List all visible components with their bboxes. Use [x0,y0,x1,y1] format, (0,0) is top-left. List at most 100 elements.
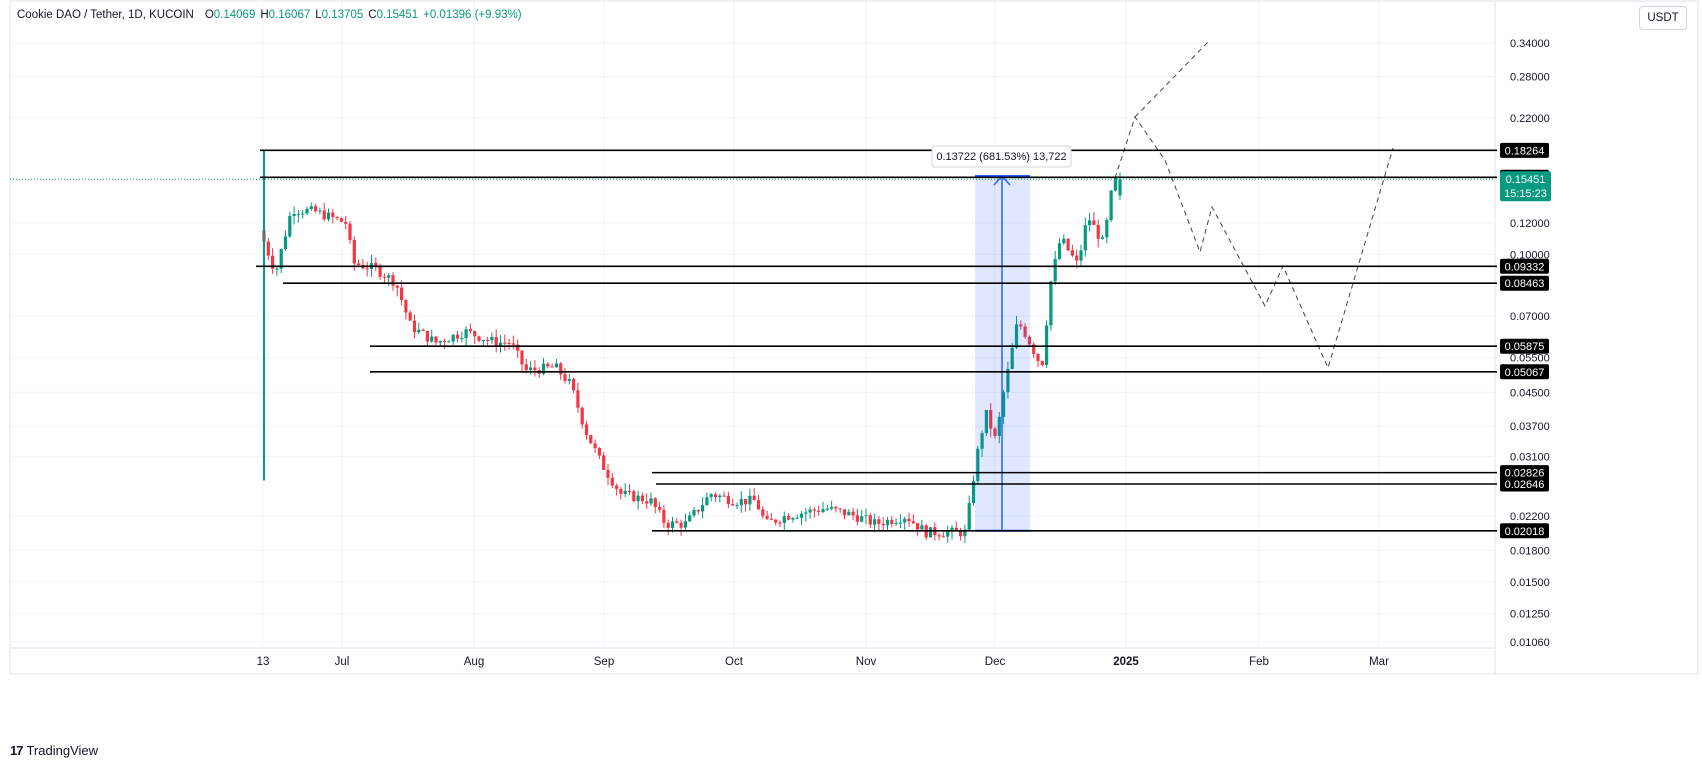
candle-body [524,364,528,371]
y-tick-label: 0.12000 [1510,218,1550,230]
candle-body [683,521,687,528]
candle-body [563,374,567,381]
candle-body [335,217,339,219]
candle-body [503,342,507,344]
measure-arrow-head [993,174,1011,186]
candle-body [314,206,318,212]
candle-body [339,218,343,222]
candle-body [855,515,859,522]
candle-body [873,519,877,525]
measure-label-box [931,145,1072,168]
candle-body [885,519,890,526]
candle-body [460,338,464,340]
candle-body [619,488,623,494]
candle-body [769,518,773,520]
candle-body [821,509,825,513]
candle-body [322,210,326,220]
candle-body [1036,353,1040,362]
candle-body [301,213,305,215]
candle-body [838,508,842,510]
candle-body [326,212,331,220]
level-price-tag [1500,275,1549,291]
countdown-label: 15:15:23 [1504,188,1547,200]
candle-body [589,435,593,444]
candle-body [898,522,902,524]
candle-body [481,340,485,342]
candle-body [1053,258,1057,282]
candle-body [701,505,705,512]
brand-name: TradingView [26,743,99,758]
candle-body [868,515,872,525]
candle-body [1109,190,1113,221]
y-tick-label: 0.28000 [1510,72,1550,84]
candle-body [494,337,498,347]
level-price-tag [1500,142,1549,158]
candle-body [954,527,958,531]
candle-body [834,506,838,509]
level-price-label: 0.09332 [1505,261,1545,273]
candle-body [498,342,503,347]
candle-body [473,330,477,337]
candle-body [382,276,386,278]
last-price-tag [1500,171,1551,202]
y-tick-label: 0.10000 [1510,249,1550,261]
candle-body [477,336,481,341]
candle-body [468,329,472,331]
candle-body [739,499,743,506]
candle-body [920,525,924,530]
chart-frame [9,0,1699,675]
candle-body [288,215,292,237]
level-price-label: 0.18264 [1505,145,1545,157]
close-label: C [368,9,377,21]
low-label: L [315,9,322,21]
candle-body [756,500,761,510]
candle-body [744,499,748,505]
candle-body [782,516,786,523]
candle-body [1002,392,1006,417]
candle-body [860,516,864,522]
x-tick-label: Oct [725,656,744,668]
candle-body [627,490,632,492]
candle-body [722,495,726,497]
candle-body [331,212,335,218]
candle-body [963,529,967,537]
candle-body [623,490,627,494]
candle-body [1006,368,1010,393]
low-value: 0.13705 [321,9,364,21]
candle-body [649,498,653,504]
x-tick-label: 2025 [1113,656,1139,668]
candle-body [989,409,993,429]
y-tick-label: 0.05500 [1510,353,1550,365]
candle-body [812,509,816,511]
projection-path-1 [1114,115,1394,370]
candle-body [378,266,382,277]
currency-button[interactable]: USDT [1639,6,1687,30]
candle-body [365,268,369,270]
candle-body [606,469,610,478]
candle-body [632,491,636,502]
candle-body [305,208,309,214]
candle-body [1040,361,1044,366]
candle-body [554,363,558,368]
projection-path-2 [1134,39,1211,118]
candle-body [662,509,666,523]
open-value: 0.14069 [213,9,256,21]
candle-body [610,477,614,486]
tradingview-brand[interactable]: 17 TradingView [10,743,98,758]
candle-body [713,494,718,498]
candle-body [1075,255,1079,261]
candle-body [292,214,296,216]
candle-body [279,249,283,269]
candle-body [645,501,649,504]
candle-body [877,519,881,524]
candle-body [941,536,945,538]
x-tick-label: Feb [1249,656,1269,668]
candle-body [980,433,984,449]
x-tick-label: Aug [464,656,484,668]
candle-body [1066,238,1070,251]
candle-body [1045,325,1049,366]
candle-body [653,498,657,508]
candle-body [529,367,533,371]
